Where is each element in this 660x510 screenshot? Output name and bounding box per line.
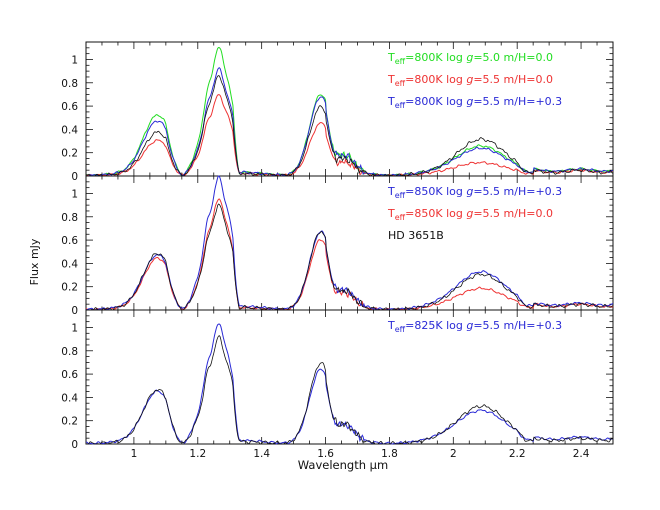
y-tick-label: 1	[71, 54, 78, 66]
x-tick-labels: 1 1.2 1.4 1.6 1.8 2 2.2 2.4	[131, 448, 590, 460]
y-tick-label: 0.4	[61, 392, 78, 404]
panel-3: 0 0.2 0.4 0.6 0.8 1 Teff=825K log g=5.5 m/H=+0…	[61, 309, 614, 451]
x-tick-label: 2.2	[509, 448, 526, 460]
x-axis-label: Wavelength μm	[298, 458, 388, 472]
x-tick-label: 1	[131, 448, 138, 460]
series-line-black	[85, 75, 614, 177]
y-tick-label: 0.8	[61, 78, 78, 90]
legend-entry: Teff=800K log g=5.5 m/H=0.0	[387, 73, 553, 88]
series-line-blue	[86, 323, 614, 445]
panels: 0 0.2 0.4 0.6 0.8 1 Teff=800K log g=5.0 m/H=0.…	[61, 41, 614, 451]
y-tick-label: 0	[71, 171, 78, 183]
series-line-black	[86, 335, 614, 445]
legend: Teff=850K log g=5.5 m/H=+0.3 Teff=850K lo…	[387, 185, 562, 242]
y-axis-label: Flux mJy	[28, 238, 41, 285]
y-tick-label: 0	[71, 305, 78, 317]
legend: Teff=825K log g=5.5 m/H=+0.3	[387, 319, 562, 334]
y-tick-label: 0	[71, 439, 78, 451]
y-tick-label: 0.2	[61, 416, 78, 428]
panel-1: 0 0.2 0.4 0.6 0.8 1 Teff=800K log g=5.0 m/H=0.…	[61, 41, 614, 183]
y-tick-label: 0.2	[61, 148, 78, 160]
y-tick-label: 0.6	[61, 101, 78, 113]
y-tick-label: 0.8	[61, 346, 78, 358]
legend-entry: Teff=850K log g=5.5 m/H=+0.3	[387, 185, 562, 200]
series-line-red	[85, 94, 614, 177]
series-line-blue	[85, 67, 613, 177]
y-tick-label: 0.6	[61, 235, 78, 247]
x-tick-label: 1.6	[317, 448, 334, 460]
legend-entry: Teff=850K log g=5.5 m/H=0.0	[387, 207, 553, 222]
y-tick-label: 0.4	[61, 124, 78, 136]
y-tick-labels: 0 0.2 0.4 0.6 0.8 1	[61, 188, 78, 317]
legend-entry: Teff=800K log g=5.0 m/H=0.0	[387, 51, 553, 66]
x-tick-label: 1.8	[381, 448, 398, 460]
y-tick-label: 0.2	[61, 282, 78, 294]
y-tick-labels: 0 0.2 0.4 0.6 0.8 1	[61, 54, 78, 183]
y-tick-label: 0.6	[61, 369, 78, 381]
x-tick-label: 2	[450, 448, 457, 460]
y-tick-label: 1	[71, 322, 78, 334]
y-tick-label: 0.4	[61, 258, 78, 270]
y-tick-label: 1	[71, 188, 78, 200]
panel-2: 0 0.2 0.4 0.6 0.8 1 Teff=850K log g=5.5 m/H=+0…	[61, 175, 614, 317]
legend: Teff=800K log g=5.0 m/H=0.0 Teff=800K log…	[387, 51, 562, 110]
x-tick-label: 2.4	[573, 448, 590, 460]
legend-entry: Teff=825K log g=5.5 m/H=+0.3	[387, 319, 562, 334]
x-tick-label: 1.4	[253, 448, 270, 460]
series-line-black	[86, 203, 613, 311]
y-tick-labels: 0 0.2 0.4 0.6 0.8 1	[61, 322, 78, 451]
y-tick-label: 0.8	[61, 212, 78, 224]
x-tick-label: 1.2	[189, 448, 206, 460]
legend-entry: HD 3651B	[388, 229, 444, 242]
legend-entry: Teff=800K log g=5.5 m/H=+0.3	[387, 95, 562, 110]
panel-frame	[85, 309, 614, 445]
